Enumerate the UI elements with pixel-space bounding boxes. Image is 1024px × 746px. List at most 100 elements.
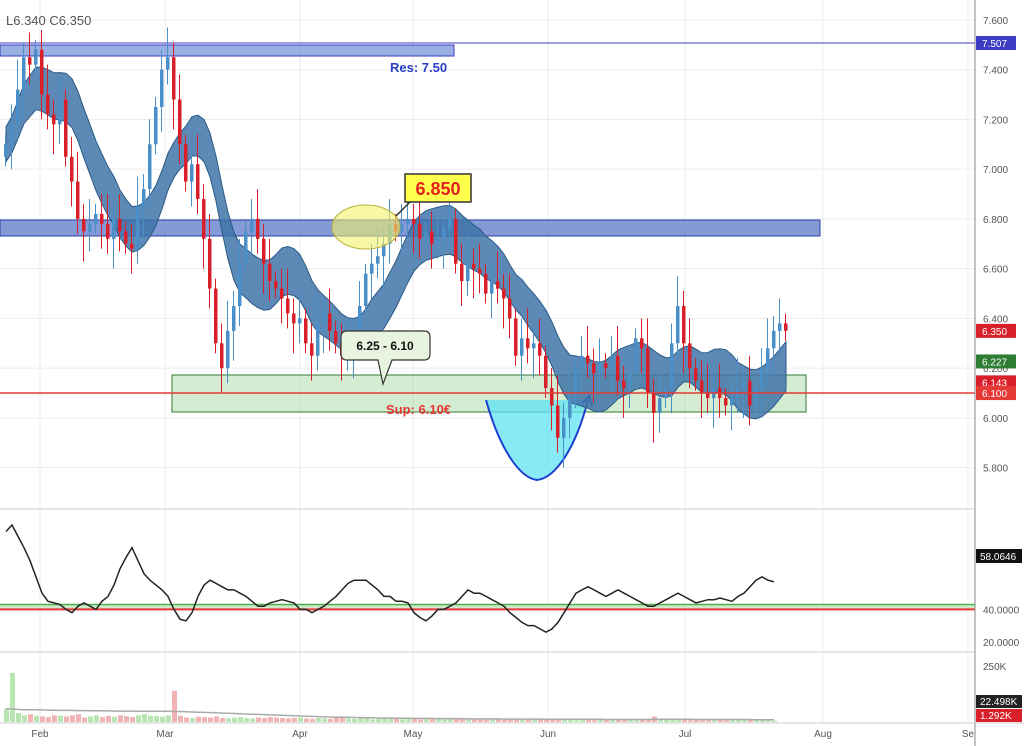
rounded-bottom-shape: [486, 400, 586, 480]
price-tick-label: 7.200: [983, 115, 1008, 126]
candle-body: [76, 181, 80, 219]
candle-body: [508, 298, 512, 319]
candle-body: [364, 273, 368, 306]
candle-body: [634, 338, 638, 374]
volume-bar: [400, 719, 405, 722]
volume-bar: [52, 715, 57, 722]
high-highlight: [331, 204, 401, 250]
volume-bar: [424, 717, 429, 722]
rsi-value-text: 58.0646: [980, 552, 1017, 563]
candle-body: [334, 330, 338, 344]
price-tick-label: 6.600: [983, 265, 1008, 276]
price-tag-box: [976, 36, 1016, 51]
volume-bar: [334, 717, 339, 722]
volume-bar: [718, 719, 723, 722]
volume-bar: [88, 716, 93, 722]
grid-lines: [0, 0, 975, 723]
candle-body: [658, 398, 662, 413]
candle-body: [136, 206, 140, 249]
volume-bar: [664, 719, 669, 722]
price-tick-label: 7.400: [983, 66, 1008, 77]
candle-body: [472, 263, 476, 269]
volume-bar: [10, 672, 15, 722]
volume-bar: [430, 718, 435, 722]
volume-bar: [364, 718, 369, 722]
candle-body: [406, 218, 410, 224]
volume-bar: [22, 715, 27, 722]
candle-body: [232, 305, 236, 331]
volume-bar: [742, 719, 747, 722]
volume-bar: [604, 719, 609, 722]
candle-body: [430, 231, 434, 244]
candle-body: [586, 355, 590, 364]
volume-bar: [118, 715, 123, 722]
candle-body: [358, 305, 362, 339]
volume-bar: [616, 719, 621, 722]
candle-body: [154, 106, 158, 145]
candle-body: [292, 313, 296, 324]
price-tick-label: 5.800: [983, 464, 1008, 475]
candle-body: [622, 380, 626, 389]
volume-bar: [520, 719, 525, 722]
volume-bar: [448, 718, 453, 722]
volume-bar: [496, 719, 501, 722]
candle-body: [310, 343, 314, 356]
volume-bar: [472, 718, 477, 722]
volume-tick-label: 250K: [983, 662, 1007, 673]
volume-bar: [178, 715, 183, 722]
volume-bar: [124, 716, 129, 722]
volume-bar: [166, 715, 171, 722]
price-tick-label: 6.200: [983, 364, 1008, 375]
candle-body: [490, 281, 494, 294]
volume-bar: [358, 717, 363, 722]
volume-bar: [412, 718, 417, 722]
volume-bar: [502, 719, 507, 722]
candle-body: [118, 218, 122, 232]
volume-bar: [610, 720, 615, 722]
volume-bar: [262, 717, 267, 722]
candle-body: [280, 288, 284, 299]
candle-body: [196, 164, 200, 200]
candle-body: [778, 323, 782, 331]
volume-bar: [136, 715, 141, 722]
volume-bar: [418, 719, 423, 722]
volume-bar: [250, 718, 255, 722]
volume-bar: [586, 719, 591, 722]
candle-body: [616, 355, 620, 381]
volume-bar: [106, 715, 111, 722]
candle-body: [28, 57, 32, 65]
candle-body: [442, 228, 446, 239]
candle-body: [4, 144, 8, 157]
candle-body: [214, 288, 218, 344]
candle-body: [436, 238, 440, 244]
candle-body: [574, 368, 578, 399]
volume-bar: [556, 719, 561, 722]
price-axis: 5.800 6.000 6.200 6.400 6.600 6.800 7.000 7.200…: [983, 16, 1008, 475]
candle-body: [754, 388, 758, 406]
candle-body: [400, 223, 404, 232]
volume-bar: [298, 717, 303, 722]
volume-bar: [310, 718, 315, 722]
candle-body: [598, 363, 602, 374]
candle-body: [64, 99, 68, 157]
volume-bar: [148, 715, 153, 722]
volume-bar: [544, 719, 549, 722]
candle-body: [538, 343, 542, 356]
candle-body: [520, 338, 524, 356]
candle-body: [256, 218, 260, 239]
volume-average-line: [5, 707, 774, 721]
candle-body: [478, 268, 482, 274]
volume-bar: [454, 718, 459, 722]
callout-box: [404, 173, 472, 203]
candle-body: [298, 318, 302, 324]
candle-body: [124, 231, 128, 244]
price-tag-box: [976, 354, 1016, 369]
volume-bar: [76, 714, 81, 722]
volume-bar: [460, 719, 465, 722]
time-tick-label: Apr: [292, 729, 308, 740]
volume-bar: [16, 713, 21, 722]
volume-bar: [436, 718, 441, 722]
volume-tag-text: 1.292K: [980, 711, 1012, 722]
candle-body: [742, 380, 746, 389]
